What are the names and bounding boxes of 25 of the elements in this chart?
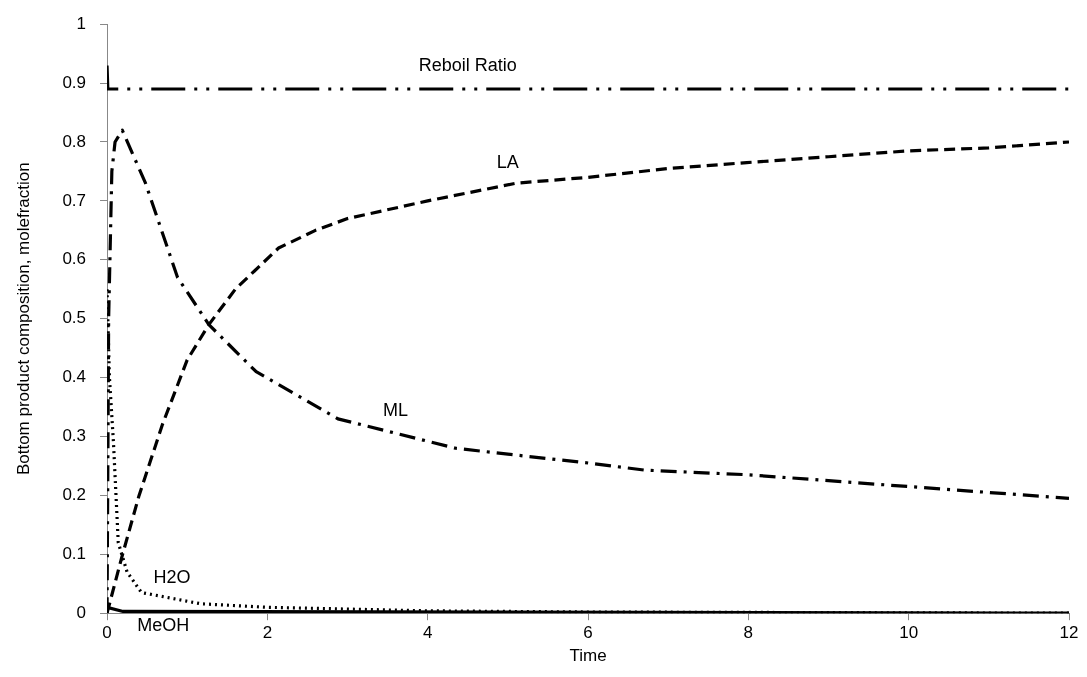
y-axis-title: Bottom product composition, molefraction bbox=[13, 162, 33, 476]
annotation: H2O bbox=[153, 567, 191, 588]
annotation: Reboil Ratio bbox=[418, 54, 517, 75]
x-tick-label: 0 bbox=[102, 623, 112, 643]
y-tick-label: 1 bbox=[76, 13, 87, 33]
y-tick-label: 0.3 bbox=[62, 426, 87, 446]
x-tick-label: 8 bbox=[743, 623, 754, 643]
x-tick-label: 10 bbox=[899, 623, 919, 643]
y-tick-label: 0.7 bbox=[62, 190, 87, 210]
annotation: ML bbox=[383, 399, 409, 420]
x-tick-label: 2 bbox=[262, 623, 273, 643]
x-tick-label: 6 bbox=[583, 623, 593, 643]
x-tick-label: 12 bbox=[1059, 623, 1079, 643]
x-tick-label: 4 bbox=[422, 623, 433, 643]
y-tick-label: 0.5 bbox=[62, 308, 87, 328]
y-tick-label: 0 bbox=[76, 602, 87, 622]
annotation: MeOH bbox=[137, 615, 190, 636]
x-axis-title: Time bbox=[569, 646, 607, 666]
y-tick-label: 0.8 bbox=[62, 131, 87, 151]
y-tick-label: 0.6 bbox=[62, 249, 87, 269]
annotation: LA bbox=[496, 152, 519, 173]
y-tick-label: 0.2 bbox=[62, 485, 87, 505]
y-tick-label: 0.4 bbox=[62, 367, 87, 387]
y-tick-label: 0.1 bbox=[62, 543, 87, 563]
y-tick-label: 0.9 bbox=[62, 72, 87, 92]
